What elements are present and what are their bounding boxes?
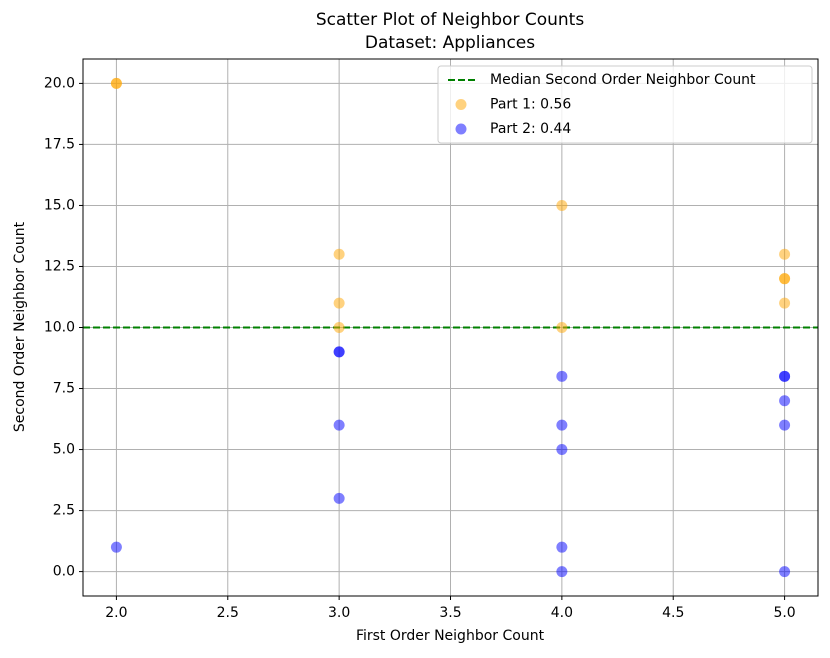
scatter-point: [779, 395, 791, 407]
y-tick-label: 7.5: [53, 381, 75, 397]
scatter-point: [556, 566, 568, 578]
legend-label: Part 2: 0.44: [490, 121, 571, 137]
x-tick-label: 4.0: [551, 605, 573, 621]
y-tick-label: 17.5: [44, 136, 75, 152]
scatter-point: [333, 248, 345, 260]
x-tick-label: 4.5: [662, 605, 684, 621]
scatter-point: [110, 541, 122, 553]
y-tick-label: 0.0: [53, 564, 75, 580]
y-tick-label: 5.0: [53, 442, 75, 458]
scatter-point: [333, 322, 345, 333]
x-tick-label: 2.0: [105, 605, 127, 621]
y-tick-label: 10.0: [44, 320, 75, 336]
scatter-point: [333, 419, 345, 431]
scatter-point: [333, 297, 345, 309]
scatter-point: [110, 77, 122, 89]
scatter-point: [779, 248, 791, 260]
legend-box: [437, 65, 813, 144]
scatter-point: [333, 346, 345, 358]
scatter-point: [333, 492, 345, 504]
scatter-point: [779, 273, 791, 285]
x-tick-label: 2.5: [217, 605, 239, 621]
scatter-point: [556, 444, 568, 456]
y-tick-label: 2.5: [53, 503, 75, 519]
x-axis-label: First Order Neighbor Count: [356, 628, 545, 644]
scatter-point: [556, 541, 568, 553]
scatter-point: [556, 322, 568, 333]
scatter-point: [556, 199, 568, 211]
scatter-point: [779, 419, 791, 431]
legend-marker: [455, 123, 467, 135]
plot-frame: [82, 58, 819, 597]
chart-subtitle: Dataset: Appliances: [365, 33, 535, 53]
scatter-point: [779, 566, 791, 578]
x-tick-label: 5.0: [773, 605, 795, 621]
chart-title: Scatter Plot of Neighbor Counts: [316, 10, 585, 30]
scatter-point: [556, 419, 568, 431]
scatter-point: [779, 297, 791, 309]
y-tick-label: 15.0: [44, 197, 75, 213]
legend-label: Median Second Order Neighbor Count: [490, 72, 756, 88]
legend-marker: [455, 99, 467, 110]
x-tick-label: 3.0: [328, 605, 350, 621]
scatter-point: [556, 370, 568, 382]
y-tick-label: 20.0: [44, 75, 75, 91]
y-tick-label: 12.5: [44, 258, 75, 274]
y-axis-label: Second Order Neighbor Count: [12, 221, 28, 432]
x-tick-label: 3.5: [439, 605, 461, 621]
legend-label: Part 1: 0.56: [490, 97, 571, 113]
scatter-point: [779, 370, 791, 382]
